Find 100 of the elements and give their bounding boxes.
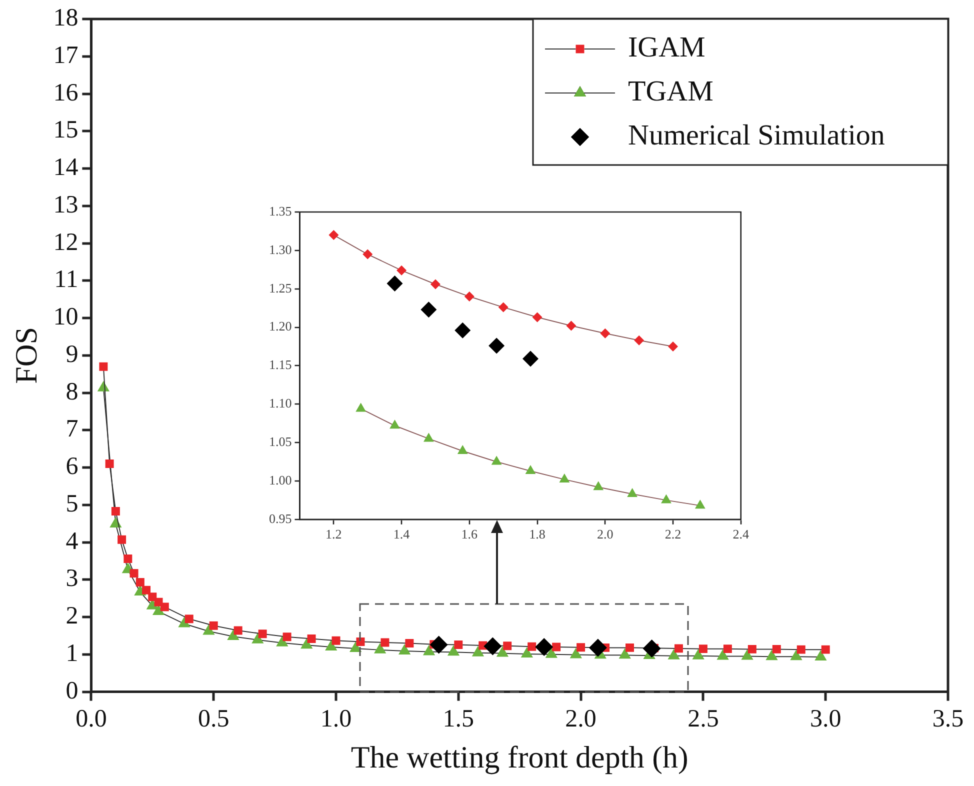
y-tick-label: 16 xyxy=(53,79,78,106)
x-tick-label: 0.5 xyxy=(198,705,230,732)
point xyxy=(332,636,340,645)
point xyxy=(661,494,672,504)
point xyxy=(484,637,502,656)
point xyxy=(160,602,169,612)
point xyxy=(386,275,403,292)
point xyxy=(570,648,582,658)
point xyxy=(124,554,132,563)
point xyxy=(496,646,509,657)
point xyxy=(148,592,157,602)
point xyxy=(618,648,631,659)
point xyxy=(634,335,644,346)
point xyxy=(522,350,538,367)
x-tick-label: 2.0 xyxy=(565,705,596,732)
y-tick-label: 6 xyxy=(66,453,78,480)
point xyxy=(398,644,411,655)
y-tick-label: 1.35 xyxy=(269,203,292,218)
point xyxy=(600,328,610,338)
point xyxy=(118,535,126,544)
y-axis-title: FOS xyxy=(8,326,44,384)
y-tick-label: 10 xyxy=(53,304,78,331)
y-tick-label: 3 xyxy=(66,565,78,592)
legend-label: Numerical Simulation xyxy=(628,120,886,152)
y-tick-label: 13 xyxy=(53,191,78,218)
point xyxy=(184,614,194,624)
point xyxy=(356,637,365,646)
y-tick-label: 14 xyxy=(53,154,79,182)
point xyxy=(111,507,120,516)
x-tick-label: 2.2 xyxy=(664,526,682,542)
point xyxy=(741,649,754,660)
y-tick-label: 9 xyxy=(66,340,78,368)
point xyxy=(380,638,390,647)
point xyxy=(545,647,558,658)
point xyxy=(362,249,373,260)
point xyxy=(130,569,138,578)
y-tick-label: 11 xyxy=(54,266,78,294)
y-tick-label: 1.30 xyxy=(269,242,292,257)
point xyxy=(227,629,240,640)
y-tick-label: 18 xyxy=(53,4,78,32)
point xyxy=(488,338,505,354)
point xyxy=(142,586,151,594)
point xyxy=(390,420,400,429)
y-tick-label: 15 xyxy=(53,116,78,144)
point xyxy=(105,460,114,468)
point xyxy=(136,578,144,587)
point xyxy=(454,640,463,649)
x-tick-label: 1.8 xyxy=(529,526,546,542)
point xyxy=(716,649,729,660)
point xyxy=(430,636,448,654)
point xyxy=(420,302,437,318)
point xyxy=(307,634,316,643)
y-tick-label: 4 xyxy=(66,528,79,555)
point xyxy=(528,642,536,651)
point xyxy=(642,639,661,658)
point xyxy=(588,638,607,657)
x-axis-title: The wetting front depth (h) xyxy=(350,740,688,775)
point xyxy=(498,302,508,312)
point xyxy=(593,481,604,490)
point xyxy=(790,650,802,660)
point xyxy=(374,642,386,654)
y-tick-label: 5 xyxy=(66,490,78,518)
y-tick-label: 1.05 xyxy=(269,434,292,449)
x-tick-label: 1.4 xyxy=(393,526,410,542)
x-tick-label: 1.5 xyxy=(442,705,474,732)
point xyxy=(405,638,414,648)
point xyxy=(576,643,586,652)
point xyxy=(464,292,474,302)
point xyxy=(723,644,732,654)
point xyxy=(694,500,706,509)
point xyxy=(532,312,542,322)
point xyxy=(396,265,407,276)
point xyxy=(276,636,288,646)
y-tick-label: 17 xyxy=(53,42,78,69)
point xyxy=(209,621,218,630)
point xyxy=(821,645,830,654)
y-tick-label: 1.20 xyxy=(269,318,292,334)
y-tick-label: 0 xyxy=(66,677,78,704)
point xyxy=(328,230,339,240)
y-tick-label: 1 xyxy=(66,640,78,667)
x-tick-label: 2.5 xyxy=(688,705,719,732)
point xyxy=(766,650,778,660)
point xyxy=(692,648,704,660)
point xyxy=(814,650,827,661)
x-tick-label: 0.0 xyxy=(76,705,107,732)
point xyxy=(668,648,680,660)
point xyxy=(252,632,264,644)
x-tick-label: 1.6 xyxy=(461,526,478,542)
point xyxy=(698,644,708,654)
y-tick-label: 1.10 xyxy=(269,396,292,411)
point xyxy=(234,626,242,635)
point xyxy=(627,488,638,498)
y-tick-label: 1.25 xyxy=(269,280,292,296)
y-tick-label: 7 xyxy=(66,416,78,443)
y-tick-label: 0.95 xyxy=(269,510,292,526)
y-tick-label: 2 xyxy=(66,602,78,630)
y-tick-label: 1.00 xyxy=(269,472,292,488)
point xyxy=(99,362,108,371)
point xyxy=(520,647,534,658)
y-tick-label: 1.15 xyxy=(269,357,292,372)
